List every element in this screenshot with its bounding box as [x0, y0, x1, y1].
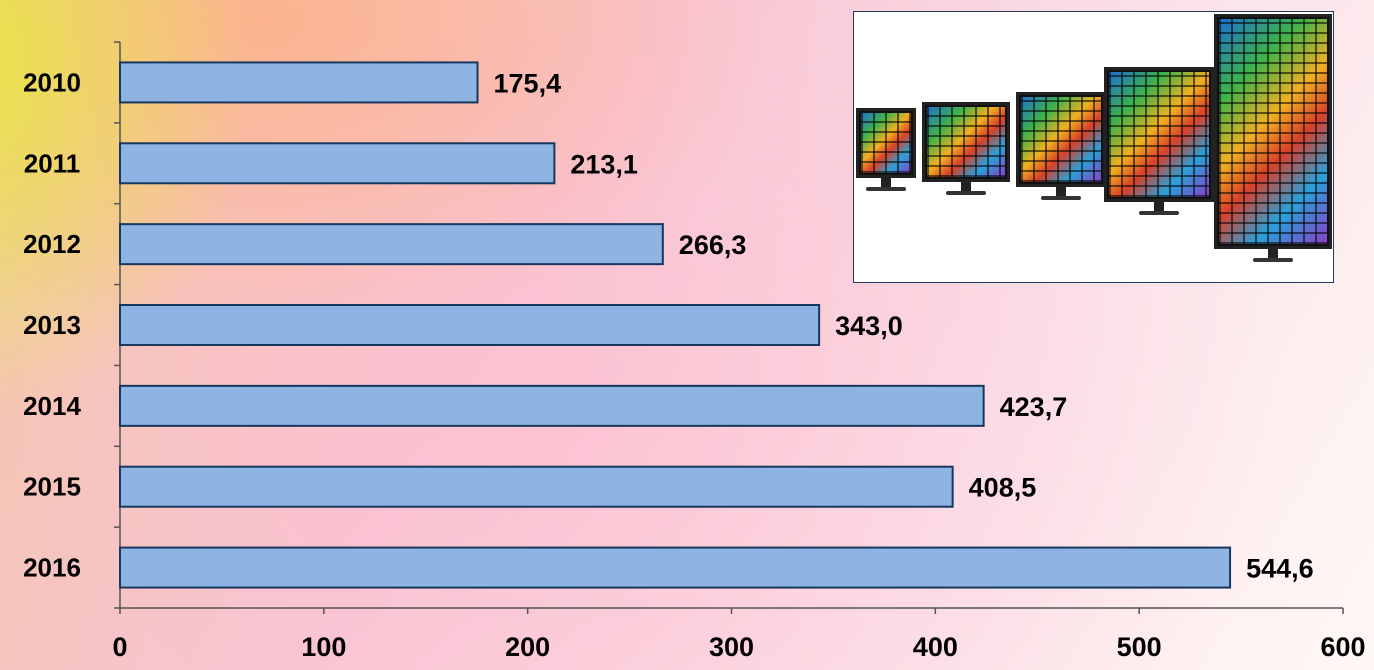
x-tick-label: 300 — [709, 632, 754, 662]
bar-2010 — [119, 61, 479, 104]
x-tick-label: 500 — [1117, 632, 1162, 662]
tv-screens-photo-icon — [853, 11, 1334, 283]
bar-2013 — [119, 304, 821, 346]
category-label: 2016 — [23, 553, 81, 583]
value-label: 423,7 — [1000, 392, 1068, 422]
category-label: 2010 — [23, 67, 81, 97]
bar-2016 — [119, 546, 1232, 589]
chart-bars — [119, 61, 1232, 589]
chart-labels: 0 100 200 300 400 500 600 2010 175,4 2011 213,1 201… — [23, 67, 1365, 662]
category-label: 2011 — [24, 148, 80, 178]
category-label: 2013 — [23, 310, 81, 340]
bar-2011 — [119, 142, 556, 185]
x-tick-label: 0 — [112, 632, 127, 662]
category-label: 2015 — [23, 472, 81, 502]
value-label: 343,0 — [835, 311, 903, 341]
value-label: 408,5 — [969, 473, 1037, 503]
value-label: 175,4 — [494, 68, 562, 98]
x-tick-label: 600 — [1320, 632, 1365, 662]
x-tick-label: 100 — [301, 632, 346, 662]
value-label: 266,3 — [679, 230, 747, 260]
bar-2014 — [119, 384, 985, 427]
bar-2015 — [119, 465, 954, 508]
category-label: 2014 — [23, 391, 81, 421]
value-label: 544,6 — [1246, 554, 1314, 584]
value-label: 213,1 — [570, 149, 638, 179]
category-label: 2012 — [23, 229, 81, 259]
x-tick-label: 400 — [913, 632, 958, 662]
x-tick-label: 200 — [505, 632, 550, 662]
bar-2012 — [119, 223, 664, 266]
